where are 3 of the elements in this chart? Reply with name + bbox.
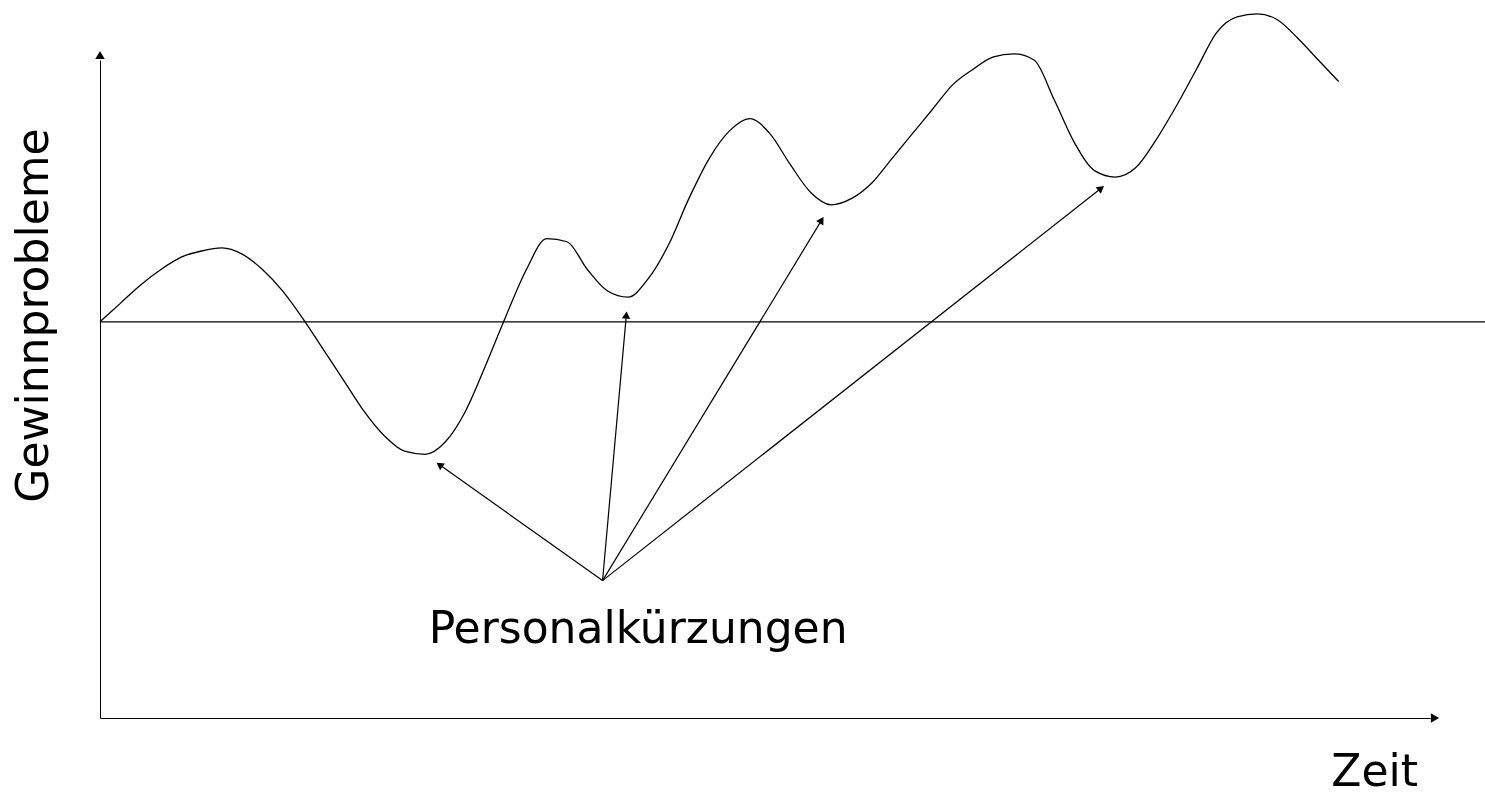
text: Zeit	[1331, 745, 1418, 796]
y-axis-title: Gewinnprobleme	[6, 128, 58, 503]
text: Personalkürzungen	[428, 601, 848, 653]
